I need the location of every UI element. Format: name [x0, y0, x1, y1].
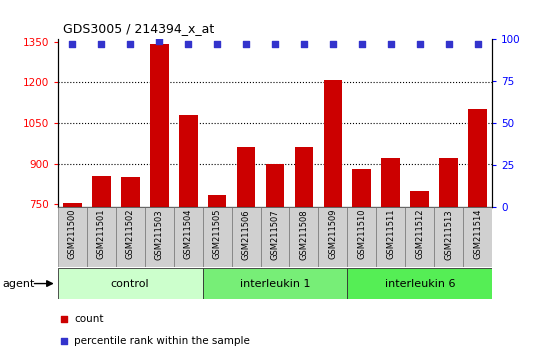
- Text: GSM211511: GSM211511: [386, 209, 395, 259]
- Bar: [116, 207, 145, 267]
- Bar: [295, 147, 313, 354]
- Bar: [58, 207, 87, 267]
- Bar: [463, 207, 492, 267]
- Bar: [266, 164, 284, 354]
- Text: GSM211501: GSM211501: [97, 209, 106, 259]
- Bar: [289, 207, 318, 267]
- Bar: [236, 147, 255, 354]
- Text: GSM211502: GSM211502: [125, 209, 135, 259]
- Text: GSM211500: GSM211500: [68, 209, 77, 259]
- Bar: [150, 44, 168, 354]
- Bar: [348, 268, 492, 299]
- Point: [474, 41, 482, 47]
- Point: [415, 41, 424, 47]
- Text: GSM211509: GSM211509: [328, 209, 338, 259]
- Bar: [202, 268, 348, 299]
- Text: GSM211505: GSM211505: [212, 209, 222, 259]
- Point: [387, 41, 395, 47]
- Bar: [382, 158, 400, 354]
- Text: GSM211504: GSM211504: [184, 209, 192, 259]
- Bar: [179, 115, 197, 354]
- Bar: [318, 207, 348, 267]
- Bar: [58, 268, 202, 299]
- Point: [60, 338, 69, 344]
- Bar: [376, 207, 405, 267]
- Text: GDS3005 / 214394_x_at: GDS3005 / 214394_x_at: [63, 22, 214, 35]
- Bar: [202, 207, 232, 267]
- Text: GSM211503: GSM211503: [155, 209, 164, 259]
- Text: agent: agent: [3, 279, 35, 289]
- Bar: [323, 80, 342, 354]
- Bar: [87, 207, 116, 267]
- Bar: [174, 207, 202, 267]
- Text: control: control: [111, 279, 150, 289]
- Point: [184, 41, 192, 47]
- Point: [300, 41, 309, 47]
- Text: GSM211514: GSM211514: [473, 209, 482, 259]
- Bar: [405, 207, 434, 267]
- Bar: [232, 207, 261, 267]
- Text: GSM211512: GSM211512: [415, 209, 425, 259]
- Bar: [208, 195, 227, 354]
- Point: [155, 38, 163, 44]
- Text: GSM211513: GSM211513: [444, 209, 453, 259]
- Bar: [434, 207, 463, 267]
- Bar: [469, 109, 487, 354]
- Point: [328, 41, 337, 47]
- Text: count: count: [74, 314, 104, 324]
- Text: GSM211506: GSM211506: [241, 209, 251, 259]
- Bar: [353, 169, 371, 354]
- Point: [97, 41, 106, 47]
- Text: percentile rank within the sample: percentile rank within the sample: [74, 336, 250, 346]
- Point: [358, 41, 366, 47]
- Bar: [439, 158, 458, 354]
- Text: interleukin 1: interleukin 1: [240, 279, 310, 289]
- Text: GSM211508: GSM211508: [299, 209, 309, 259]
- Text: GSM211507: GSM211507: [271, 209, 279, 259]
- Text: interleukin 6: interleukin 6: [384, 279, 455, 289]
- Point: [444, 41, 453, 47]
- Bar: [121, 177, 140, 354]
- Point: [271, 41, 279, 47]
- Bar: [261, 207, 289, 267]
- Bar: [410, 191, 429, 354]
- Bar: [145, 207, 174, 267]
- Text: GSM211510: GSM211510: [358, 209, 366, 259]
- Bar: [63, 203, 81, 354]
- Bar: [348, 207, 376, 267]
- Point: [68, 41, 76, 47]
- Point: [126, 41, 135, 47]
- Point: [60, 316, 69, 322]
- Point: [213, 41, 222, 47]
- Point: [241, 41, 250, 47]
- Bar: [92, 176, 111, 354]
